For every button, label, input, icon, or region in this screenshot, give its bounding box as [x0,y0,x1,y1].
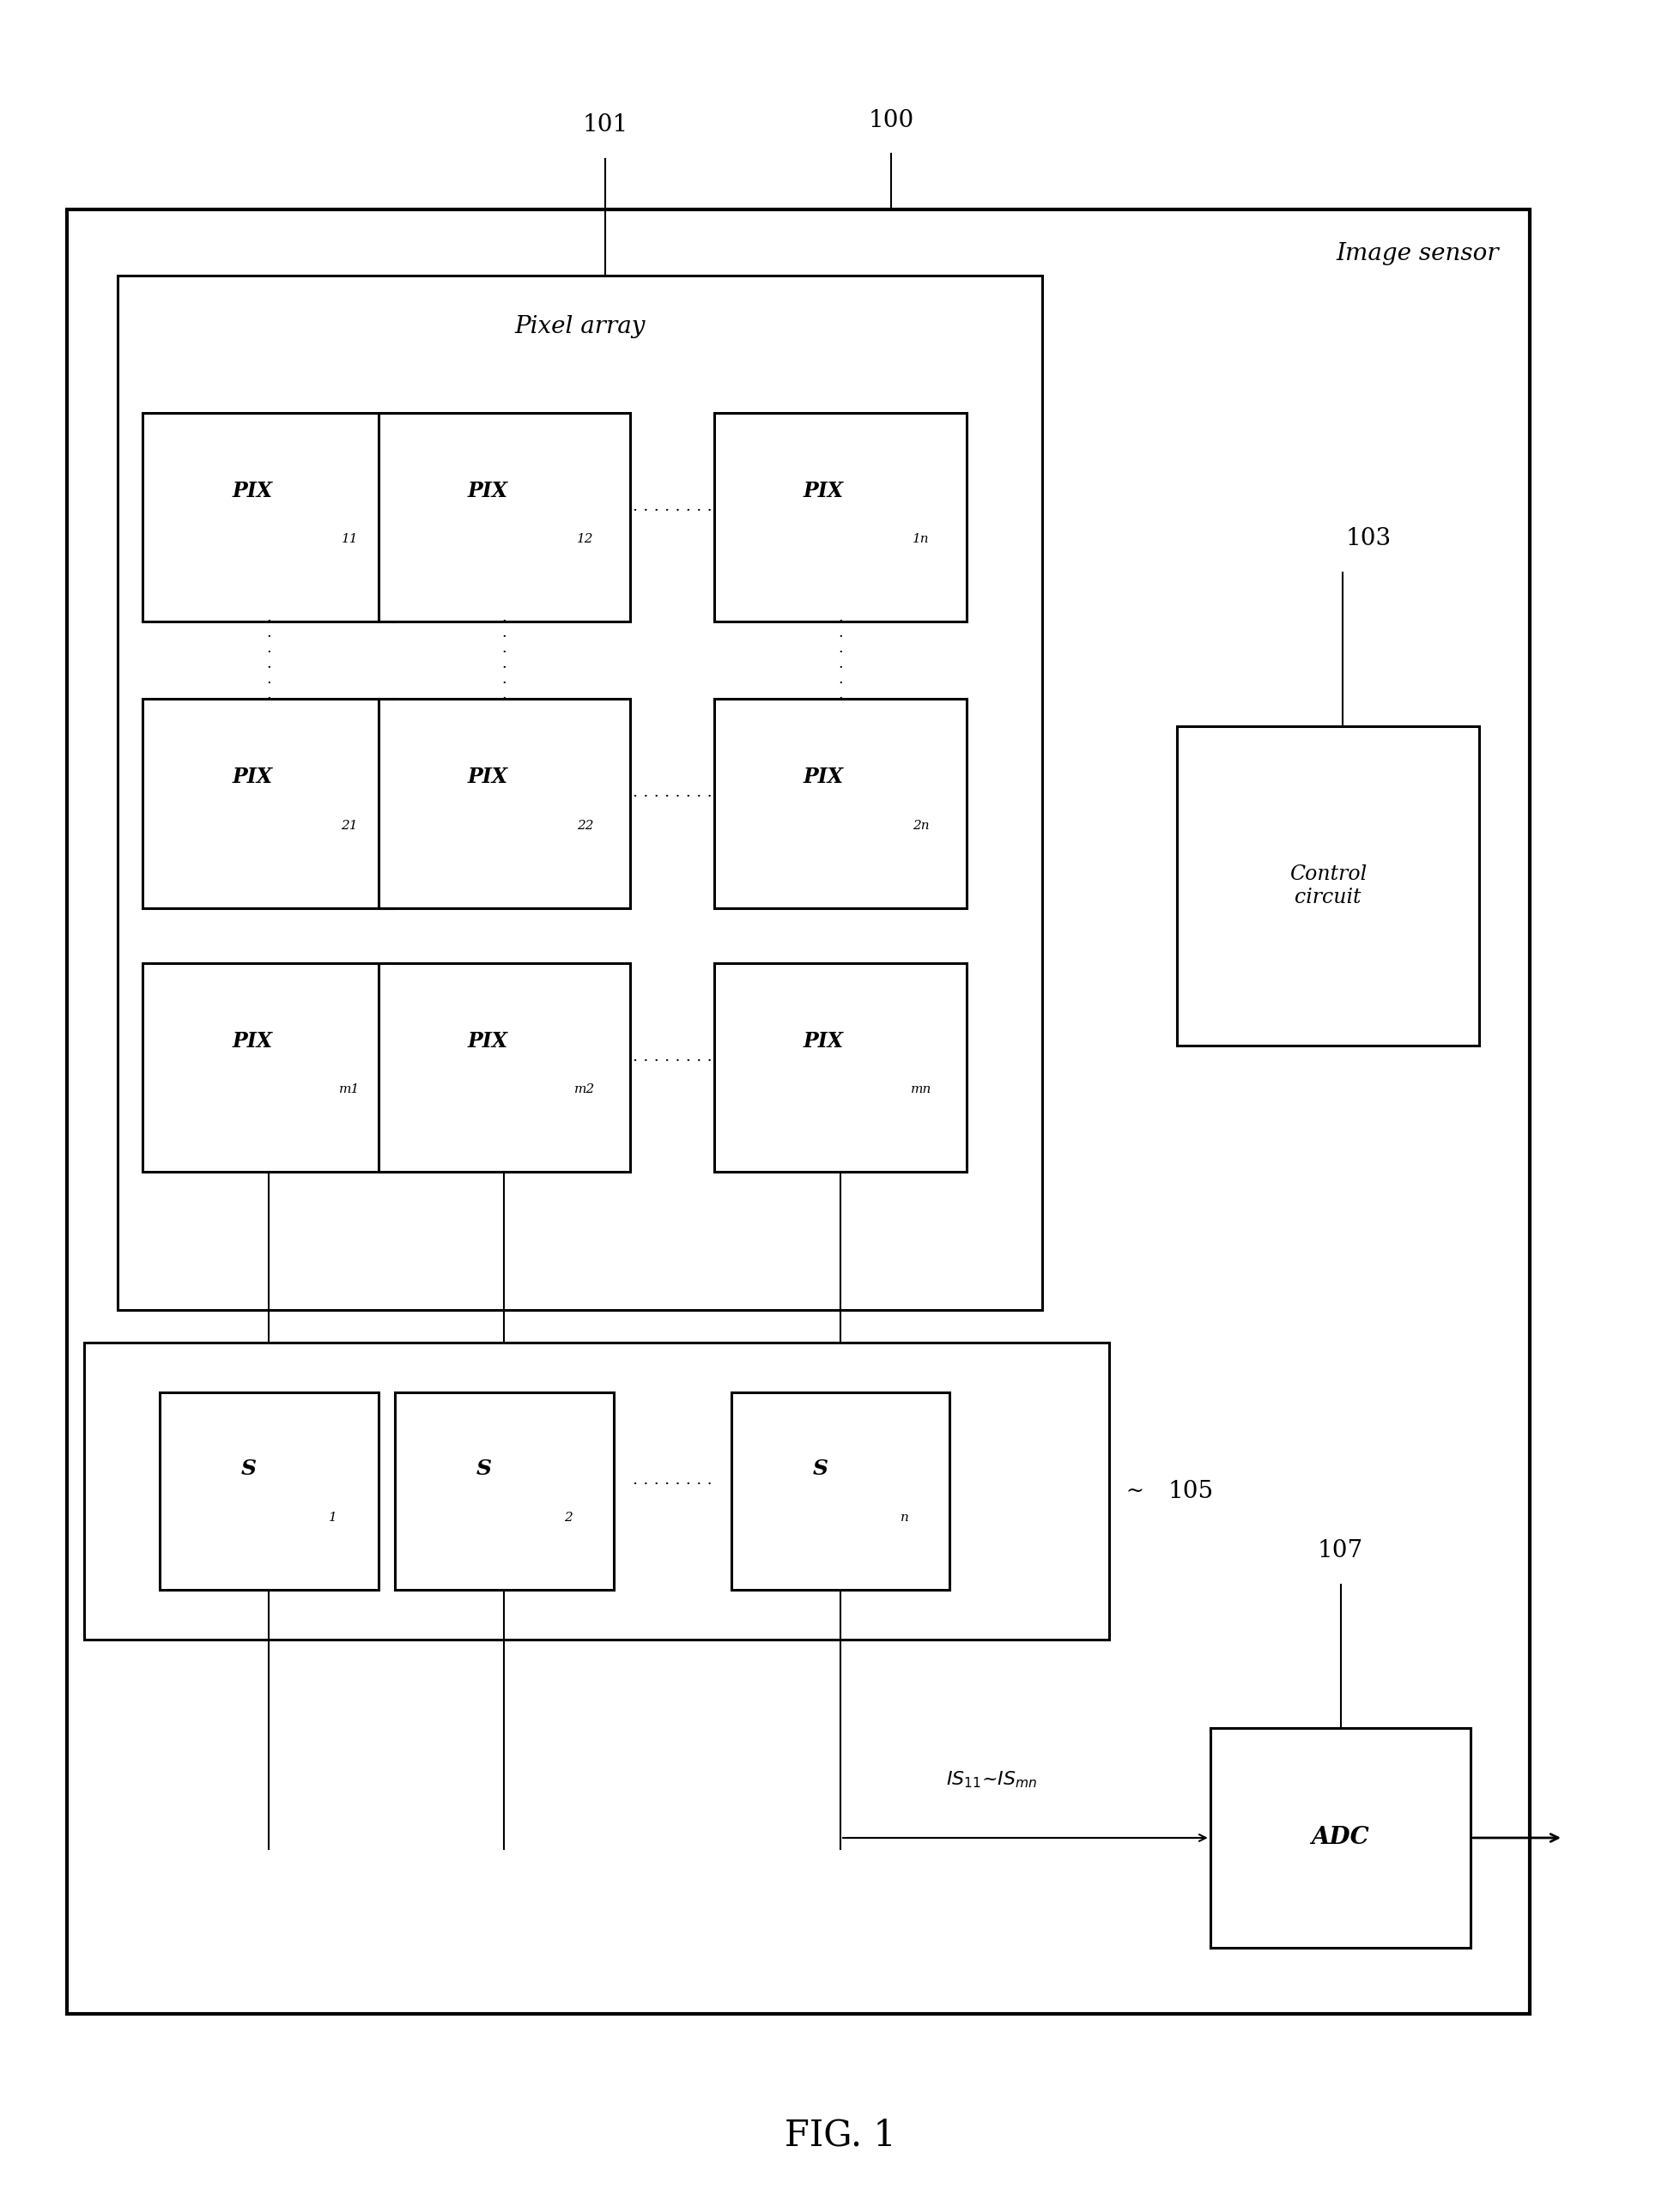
Text: ·
·
·
·
·
·: · · · · · · [267,614,270,707]
Bar [395,1391,613,1589]
Text: 103: 103 [1344,526,1391,550]
Text: 100: 100 [867,108,914,132]
Text: 22: 22 [576,819,593,832]
Bar [714,700,966,907]
Text: m1: m1 [339,1083,360,1096]
Text: PIX: PIX [803,480,843,502]
Text: PIX: PIX [232,1030,272,1052]
Text: 101: 101 [581,112,628,136]
Text: FIG. 1: FIG. 1 [785,2117,895,2153]
Text: 11: 11 [341,533,358,546]
Text: ·
·
·
·
·
·: · · · · · · [502,614,506,707]
Text: S: S [475,1459,492,1479]
Text: PIX: PIX [232,766,272,788]
Text: 12: 12 [576,533,593,546]
Text: 105: 105 [1168,1479,1213,1503]
Bar [378,414,630,621]
Text: PIX: PIX [467,480,507,502]
Text: PIX: PIX [803,1030,843,1052]
Text: $\mathit{IS}_{11}$~$\mathit{IS}_{mn}$: $\mathit{IS}_{11}$~$\mathit{IS}_{mn}$ [946,1770,1037,1789]
Bar [731,1391,949,1589]
Text: PIX: PIX [467,1030,507,1052]
Text: Control
circuit: Control circuit [1289,865,1366,907]
Text: PIX: PIX [803,766,843,788]
Text: · · · · · · · ·: · · · · · · · · [632,1477,712,1492]
Bar [714,414,966,621]
Text: n: n [899,1512,909,1523]
Text: mn: mn [911,1083,931,1096]
Bar [143,414,395,621]
Text: 1n: 1n [912,533,929,546]
Text: 2n: 2n [912,819,929,832]
Text: 107: 107 [1317,1538,1362,1563]
Text: · · · · · · · ·: · · · · · · · · [632,502,712,519]
Text: 2: 2 [564,1512,571,1523]
Text: ·
·
·
·
·
·: · · · · · · [838,614,842,707]
Bar [1210,1728,1470,1948]
Bar [378,700,630,907]
Bar [714,964,966,1171]
Text: 1: 1 [329,1512,336,1523]
Bar [118,275,1042,1310]
Text: · · · · · · · ·: · · · · · · · · [632,788,712,806]
Text: PIX: PIX [232,480,272,502]
Text: Pixel array: Pixel array [514,315,645,339]
Bar [84,1343,1109,1640]
Text: S: S [240,1459,257,1479]
Text: ~: ~ [1126,1481,1144,1501]
Text: · · · · · · · ·: · · · · · · · · [632,1052,712,1070]
Bar [143,964,395,1171]
Text: 21: 21 [341,819,358,832]
Text: S: S [811,1459,828,1479]
Bar [160,1391,378,1589]
Text: ADC: ADC [1310,1827,1369,1849]
Text: Image sensor: Image sensor [1336,242,1499,266]
Bar [1176,726,1478,1045]
Text: PIX: PIX [467,766,507,788]
Bar [143,700,395,907]
Bar [67,209,1529,2014]
Text: m2: m2 [575,1083,595,1096]
Bar [378,964,630,1171]
